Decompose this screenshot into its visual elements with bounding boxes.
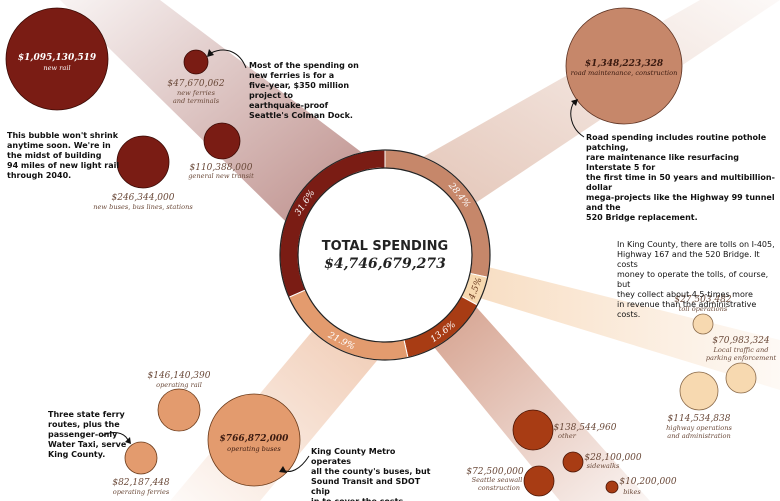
donut-total-value: $4,746,679,273 — [324, 256, 446, 272]
note-tolls: In King County, there are tolls on I-405… — [617, 240, 775, 319]
bubble-operating-rail — [157, 388, 201, 432]
donut-inner-face — [297, 167, 473, 343]
beam-tolls — [470, 265, 780, 390]
bubble-new-ferries — [183, 49, 209, 75]
bubble-seawall-label-1: Seattle seawall — [472, 476, 523, 484]
bubble-other — [512, 409, 554, 451]
bubble-general-transit-label: general new transit — [188, 172, 254, 180]
bubble-new-buses-label: new buses, bus lines, stations — [93, 203, 193, 211]
bubble-sidewalks-label: sidewalks — [587, 462, 620, 470]
bubble-seawall-label-2: construction — [478, 484, 520, 492]
bubble-general-transit-amount: $110,388,000 — [190, 163, 253, 173]
bubble-general-transit — [203, 122, 241, 160]
bubble-operating-ferries-amount: $82,187,448 — [112, 478, 170, 488]
callout-arrowhead-water — [125, 437, 131, 444]
callout-arrow-ferries — [210, 49, 247, 69]
bubble-bikes-amount: $10,200,000 — [619, 477, 677, 487]
callout-arrow-water — [101, 432, 129, 441]
bubble-highway-operations-label-1: highway operations — [666, 424, 732, 432]
beam-other — [420, 300, 650, 501]
bubble-operating-ferries — [124, 441, 158, 475]
note-metro: King County Metro operates all the count… — [311, 447, 431, 501]
bubble-other-label: other — [558, 432, 577, 440]
bubble-new-ferries-label-2: and terminals — [173, 97, 220, 105]
note-roads: Road spending includes routine pothole p… — [586, 133, 775, 222]
bubble-new-rail-label: new rail — [43, 64, 70, 72]
bubble-operating-buses-amount: $766,872,000 — [220, 434, 290, 444]
bubble-seawall — [523, 465, 555, 497]
bubble-highway-operations-amount: $114,534,838 — [668, 414, 731, 424]
bubble-roads-amount: $1,348,223,328 — [585, 59, 664, 69]
bubble-operating-ferries-label: operating ferries — [113, 488, 170, 496]
bubble-bikes — [605, 480, 619, 494]
bubble-highway-operations-label-2: and administration — [667, 432, 730, 440]
bubble-new-rail — [5, 7, 109, 111]
bubble-local-traffic-amount: $70,983,324 — [712, 336, 770, 346]
bubble-operating-buses-label: operating buses — [227, 445, 281, 453]
callout-arrowhead-roads — [571, 99, 578, 106]
callout-arrow-roads — [570, 101, 585, 138]
note-ferries: Most of the spending on new ferries is f… — [249, 61, 359, 120]
bubble-new-ferries-amount: $47,670,062 — [167, 79, 225, 89]
bubble-toll-operations-label: toll operations — [679, 305, 728, 313]
bubble-highway-operations — [679, 371, 719, 411]
bubble-local-traffic — [725, 362, 757, 394]
callout-arrowhead-ferries — [207, 49, 214, 57]
bubble-new-buses-amount: $246,344,000 — [112, 193, 175, 203]
bubble-toll-operations — [692, 313, 714, 335]
bubble-roads — [565, 7, 683, 125]
bubble-sidewalks-amount: $28,100,000 — [584, 453, 642, 463]
bubble-new-rail-amount: $1,095,130,519 — [18, 53, 97, 63]
note-rail: This bubble won't shrink anytime soon. W… — [7, 131, 120, 180]
bubble-toll-operations-amount: $27,503,482 — [674, 295, 732, 305]
bubble-new-buses — [116, 135, 170, 189]
bubble-operating-rail-amount: $146,140,390 — [148, 371, 211, 381]
bubble-sidewalks — [562, 451, 584, 473]
bubble-new-ferries-label-1: new ferries — [177, 89, 216, 97]
donut-outer-ring — [279, 149, 491, 361]
bubble-roads-label: road maintenance, construction — [571, 69, 678, 77]
bubble-local-traffic-label-1: Local traffic and — [713, 346, 769, 354]
note-water: Three state ferry routes, plus the passe… — [48, 410, 127, 459]
callout-arrowhead-metro — [279, 466, 287, 473]
bubble-operating-buses — [207, 393, 301, 487]
bubble-operating-rail-label: operating rail — [156, 381, 202, 389]
donut-title: TOTAL SPENDING — [322, 239, 448, 254]
bubble-other-amount: $138,544,960 — [554, 423, 617, 433]
bubble-bikes-label: bikes — [623, 488, 641, 496]
bubble-local-traffic-label-2: parking enforcement — [706, 354, 777, 362]
bubble-seawall-amount: $72,500,000 — [466, 467, 524, 477]
